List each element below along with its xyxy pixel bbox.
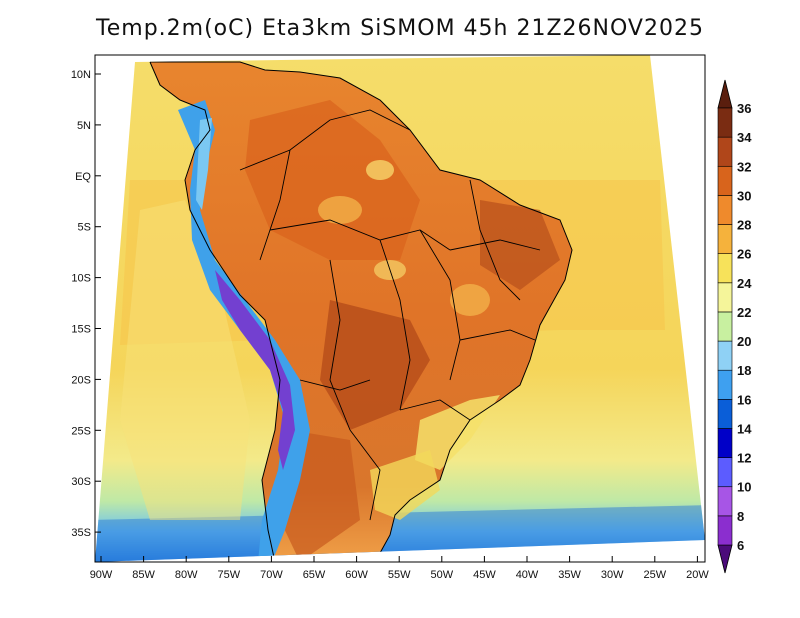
colorbar-over-triangle <box>717 79 733 109</box>
cool-region-south <box>370 450 440 520</box>
lon-label: 30W <box>601 569 624 581</box>
colorbar-label: 34 <box>737 130 752 145</box>
map-title: Temp.2m(oC) Eta3km SiSMOM 45h 21Z26NOV20… <box>96 16 704 41</box>
lat-label: 10S <box>71 273 91 285</box>
colorbar-swatch <box>717 399 733 429</box>
lon-label: 55W <box>388 569 411 581</box>
lon-label: 90W <box>90 569 113 581</box>
colorbar-label: 24 <box>737 276 752 291</box>
lon-label: 75W <box>217 569 240 581</box>
lon-label: 85W <box>132 569 155 581</box>
colorbar-swatch <box>717 457 733 488</box>
andes-core-purple <box>215 270 295 470</box>
lat-label: 5N <box>77 120 91 132</box>
colorbar-label: 14 <box>737 421 752 436</box>
colorbar-swatch <box>717 107 733 138</box>
colorbar-label: 32 <box>737 159 751 174</box>
colorbar-swatch <box>717 195 733 225</box>
lat-label: 20S <box>71 374 91 386</box>
colorbar-swatch <box>717 311 733 342</box>
mild-spot <box>366 160 394 180</box>
colorbar-swatch <box>717 486 733 517</box>
colorbar-label: 16 <box>737 392 751 407</box>
lon-label: 45W <box>473 569 496 581</box>
colorbar-swatch <box>717 369 733 400</box>
coastline <box>150 61 573 562</box>
political-borders <box>239 109 541 521</box>
andes-north-band <box>196 118 212 210</box>
colorbar-label: 30 <box>737 188 751 203</box>
colorbar-label: 12 <box>737 451 751 466</box>
colorbar-swatch <box>717 136 733 167</box>
colorbar-under-triangle <box>717 544 733 574</box>
lat-label: 15S <box>71 324 91 336</box>
lat-label: 5S <box>78 222 91 234</box>
colorbar-label: 28 <box>737 218 751 233</box>
colorbar-label: 8 <box>737 509 744 524</box>
lat-label: EQ <box>75 171 91 183</box>
lat-label: 30S <box>71 476 91 488</box>
lon-label: 25W <box>643 569 666 581</box>
colorbar-label: 10 <box>737 480 751 495</box>
colorbar-label: 26 <box>737 247 751 262</box>
lon-label: 20W <box>686 569 709 581</box>
colorbar-swatch <box>717 165 733 196</box>
lat-label: 35S <box>71 527 91 539</box>
lon-label: 80W <box>175 569 198 581</box>
lon-label: 65W <box>303 569 326 581</box>
temperature-colorbar: 6 8 10 12 14 16 18 20 22 24 26 28 30 32 34 36 <box>717 79 752 574</box>
colorbar-label: 6 <box>737 538 744 553</box>
colorbar-label: 18 <box>737 363 751 378</box>
lon-label: 50W <box>430 569 453 581</box>
mild-spot <box>318 196 362 224</box>
lon-label: 70W <box>260 569 283 581</box>
lat-label: 10N <box>71 69 91 81</box>
colorbar-swatch <box>717 340 733 371</box>
longitude-axis: 90W 85W 80W 75W 70W 65W 60W 55W 50W 45W 40W 35W 30W 2… <box>90 556 709 581</box>
lon-label: 40W <box>516 569 539 581</box>
colorbar-label: 22 <box>737 305 751 320</box>
lon-label: 35W <box>558 569 581 581</box>
colorbar-swatch <box>717 224 733 254</box>
colorbar-swatch <box>717 515 733 546</box>
mild-spot <box>450 284 490 316</box>
west-coastline <box>149 61 281 562</box>
colorbar-swatch <box>717 428 733 458</box>
lon-label: 60W <box>345 569 368 581</box>
lat-label: 25S <box>71 425 91 437</box>
colorbar-swatch <box>717 253 733 284</box>
colorbar-swatch <box>717 282 733 313</box>
colorbar-label: 20 <box>737 334 751 349</box>
latitude-axis: 10N 5N EQ 5S 10S 15S 20S 25S 30S 35S <box>71 69 101 539</box>
hot-region-amazon <box>245 100 420 260</box>
colorbar-label: 36 <box>737 101 751 116</box>
pacific-cool-band <box>120 200 250 520</box>
map-frame <box>94 54 706 563</box>
